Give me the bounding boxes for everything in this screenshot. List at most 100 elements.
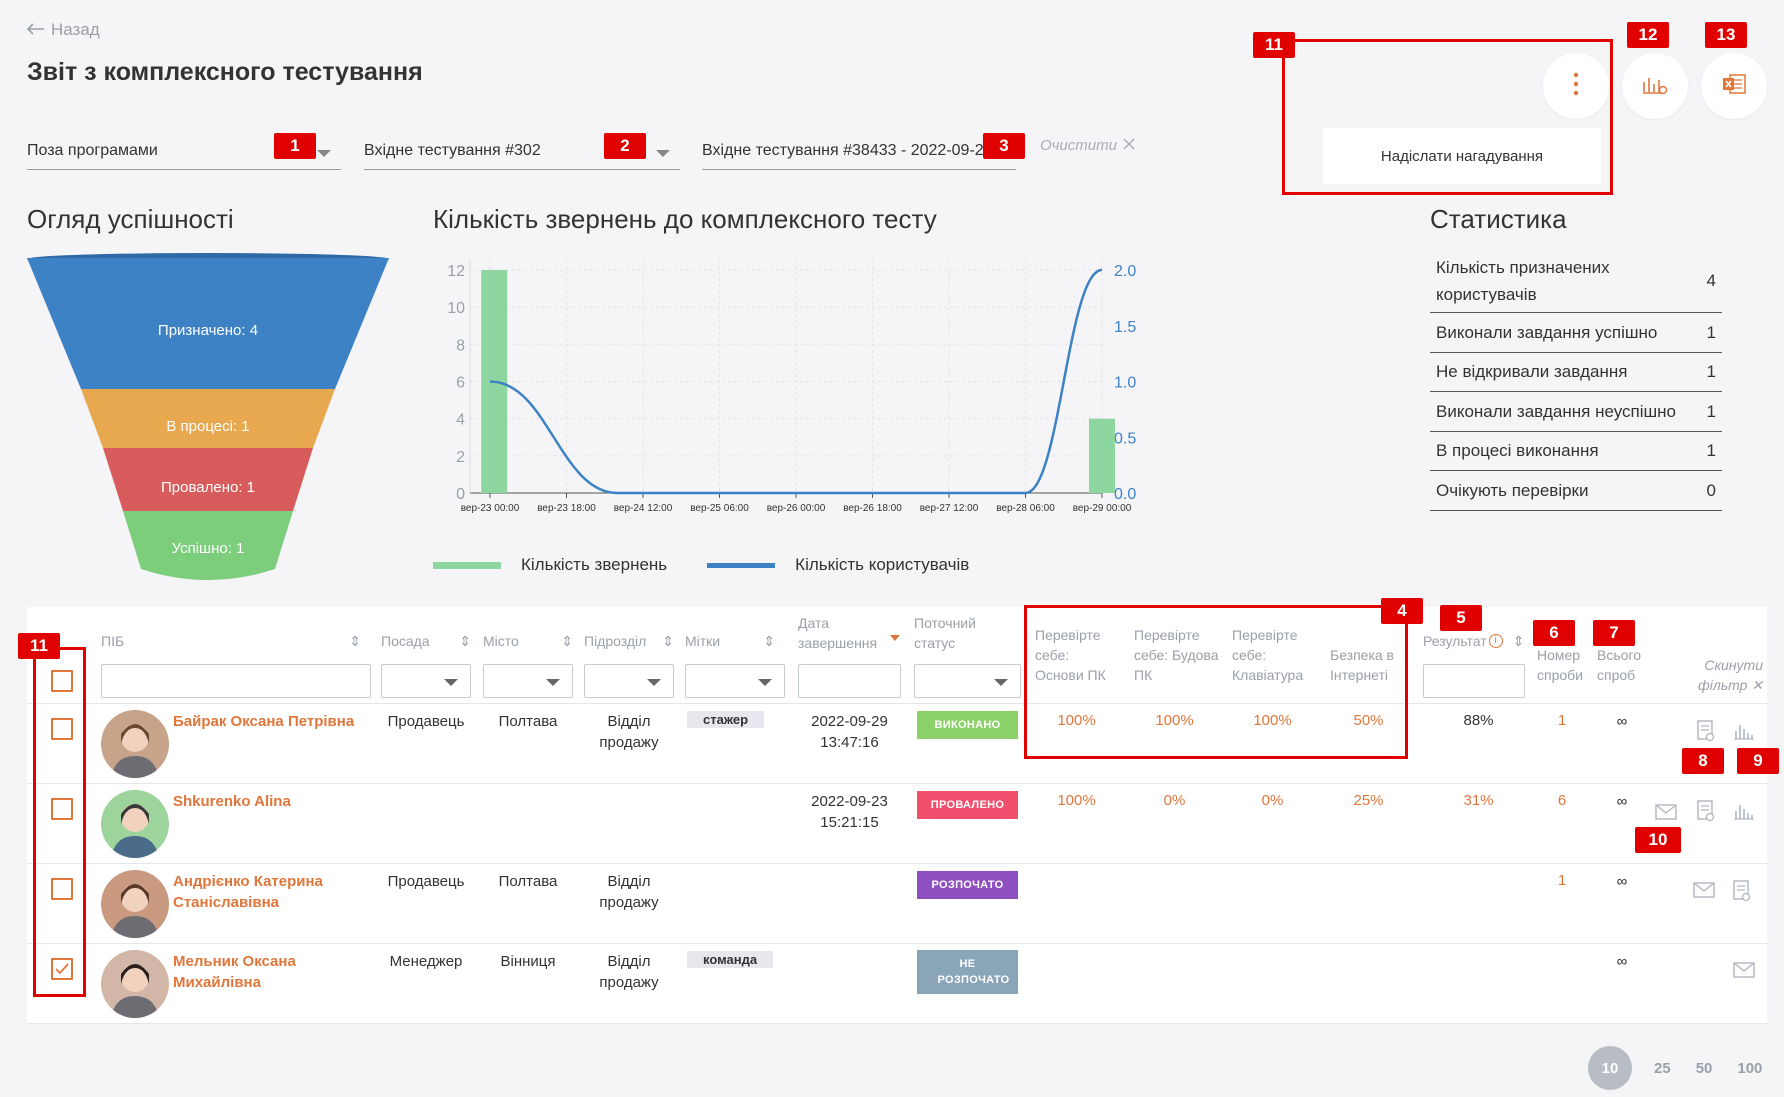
x-tick-label: вер-23 18:00 [537, 503, 596, 514]
status-badge: ВИКОНАНО [917, 711, 1018, 739]
col-header-dept[interactable]: Підрозділ ⇕ [584, 631, 674, 651]
col-header-tags[interactable]: Мітки ⇕ [685, 631, 775, 651]
result-cell: 31% [1463, 792, 1494, 809]
reset-filter-label: Скинути фільтр [1698, 657, 1763, 693]
position-filter-select[interactable] [381, 664, 471, 698]
date-cell: 2022-09-29 13:47:16 [798, 711, 901, 753]
col-header-attempt-no[interactable]: Номер спроби [1537, 645, 1587, 685]
x-tick-label: вер-23 00:00 [461, 503, 520, 514]
x-tick-label: вер-26 18:00 [843, 503, 902, 514]
stat-label: В процесі виконання [1436, 441, 1599, 460]
funnel-label-in-progress: В процесі: 1 [166, 418, 249, 435]
results-table: ПІБ ⇕ Посада ⇕ Місто ⇕ Підрозділ ⇕ Мітки ⇕ Д… [27, 607, 1767, 1024]
checkmark-icon [55, 963, 69, 975]
result-cell: 88% [1463, 712, 1494, 729]
row-checkbox[interactable] [51, 958, 73, 980]
status-badge: РОЗПОЧАТО [917, 871, 1018, 899]
funnel-label-success: Успішно: 1 [172, 540, 245, 557]
tags-filter-select[interactable] [685, 664, 785, 698]
back-label: Назад [51, 20, 100, 39]
page-size-50[interactable]: 50 [1695, 1059, 1713, 1077]
send-reminder-label: Надіслати нагадування [1380, 147, 1544, 165]
user-name-link[interactable]: Андрієнко Катерина Станіславівна [173, 873, 323, 911]
funnel-title: Огляд успішності [27, 204, 234, 234]
date-cell: 2022-09-23 15:21:15 [798, 791, 901, 833]
user-name-link[interactable]: Байрак Оксана Петрівна [173, 713, 355, 730]
col-header-t1[interactable]: Перевірте себе: Основи ПК [1035, 625, 1113, 685]
avatar [101, 790, 169, 858]
bar-chart-icon [1733, 725, 1755, 744]
attempt-no-cell: 6 [1557, 792, 1567, 809]
col-header-name[interactable]: ПІБ ⇕ [101, 631, 361, 651]
select-all-checkbox[interactable] [51, 670, 73, 692]
y-right-tick-label: 1.0 [1114, 375, 1136, 392]
send-reminder-button[interactable] [1693, 882, 1715, 903]
col-header-t4-label: Безпека в Інтернеті [1330, 647, 1394, 683]
page-title: Звіт з комплексного тестування [27, 58, 423, 86]
reset-filter-button[interactable]: Скинути фільтр ✕ [1683, 655, 1763, 695]
x-tick-label: вер-24 12:00 [614, 503, 673, 514]
stat-row: Виконали завдання неуспішно 1 [1430, 392, 1722, 432]
row-checkbox[interactable] [51, 878, 73, 900]
back-link[interactable]: Назад [26, 20, 100, 40]
col-header-city[interactable]: Місто ⇕ [483, 631, 573, 651]
user-name-link[interactable]: Shkurenko Alina [173, 793, 291, 810]
date-filter-input[interactable] [798, 664, 901, 698]
city-filter-select[interactable] [483, 664, 573, 698]
arrow-left-icon [26, 20, 45, 40]
col-header-result[interactable]: Результат i ⇕ [1423, 631, 1533, 651]
report-icon [1697, 720, 1715, 746]
col-header-t4[interactable]: Безпека в Інтернеті [1330, 645, 1405, 685]
report-button[interactable] [1733, 880, 1751, 907]
page-size-25[interactable]: 25 [1654, 1059, 1671, 1077]
col-header-position[interactable]: Посада ⇕ [381, 631, 471, 651]
report-button[interactable] [1697, 720, 1715, 747]
col-header-t2[interactable]: Перевірте себе: Будова ПК [1134, 625, 1222, 685]
status-filter-select[interactable] [914, 664, 1021, 698]
send-reminder-button[interactable] [1655, 804, 1677, 825]
col-header-status[interactable]: Поточний статус [914, 613, 994, 653]
send-reminder-menu-item[interactable]: Надіслати нагадування [1323, 128, 1601, 184]
chart-export-button[interactable] [1622, 53, 1688, 119]
stats-button[interactable] [1733, 802, 1755, 825]
col-header-t3[interactable]: Перевірте себе: Клавіатура [1232, 625, 1312, 685]
annotation-badge: 6 [1533, 620, 1575, 646]
col-header-attempts-total[interactable]: Всього спроб [1597, 645, 1649, 685]
excel-export-button[interactable] [1701, 53, 1767, 119]
user-name-link[interactable]: Мельник Оксана Михайлівна [173, 953, 296, 991]
result-filter-input[interactable] [1423, 664, 1525, 698]
clear-filters-button[interactable]: Очистити [1040, 137, 1135, 154]
page-size-10[interactable]: 10 [1588, 1046, 1632, 1090]
funnel-level-success [123, 511, 293, 580]
row-checkbox[interactable] [51, 798, 73, 820]
y-right-tick-label: 0.5 [1114, 430, 1136, 447]
report-button[interactable] [1697, 800, 1715, 827]
test-select[interactable]: Вхідне тестування #302 [364, 130, 680, 170]
chevron-down-icon [656, 150, 670, 157]
row-checkbox[interactable] [51, 718, 73, 740]
stat-row: Очікують перевірки 0 [1430, 471, 1722, 511]
stats-button[interactable] [1733, 722, 1755, 745]
col-header-status-label: Поточний статус [914, 615, 976, 651]
info-icon: i [1488, 634, 1503, 648]
funnel-level-assigned [27, 258, 389, 389]
page-size-100[interactable]: 100 [1737, 1059, 1763, 1077]
time-value: 13:47:16 [820, 734, 879, 751]
sort-icon: ⇕ [561, 633, 573, 649]
status-label: НЕ РОЗПОЧАТО [937, 958, 1010, 986]
close-icon: ✕ [1751, 677, 1763, 693]
name-filter-input[interactable] [101, 664, 371, 698]
stat-value: 1 [1706, 401, 1716, 421]
stat-label: Виконали завдання успішно [1436, 322, 1658, 342]
mail-icon [1733, 962, 1755, 982]
program-select[interactable]: Поза програмами [27, 130, 341, 170]
legend-label-users: Кількість користувачів [795, 555, 970, 574]
date-value: 2022-09-29 [811, 713, 888, 730]
dept-filter-select[interactable] [584, 664, 674, 698]
funnel-level-failed [103, 448, 313, 511]
send-reminder-button[interactable] [1733, 962, 1755, 983]
attempt-select[interactable]: Вхідне тестування #38433 - 2022-09-2... [702, 130, 1016, 170]
attempt-no-cell: 1 [1557, 712, 1567, 729]
more-menu-button[interactable] [1543, 53, 1609, 119]
col-header-date[interactable]: Дата завершення [798, 613, 900, 653]
